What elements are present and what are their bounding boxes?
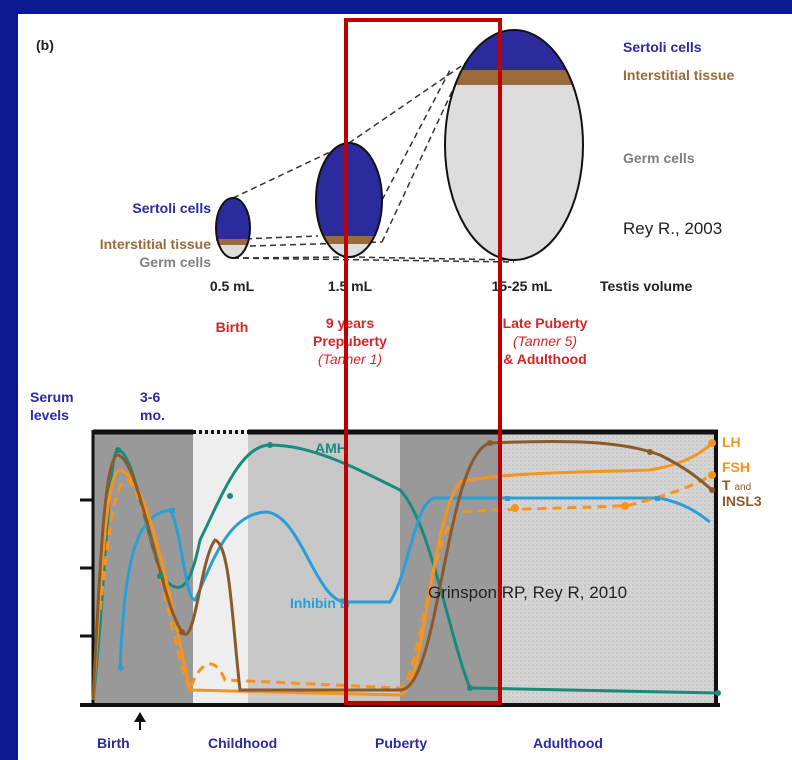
stage: (Tanner 1) <box>318 351 382 367</box>
volume: 1.5 mL <box>328 278 373 294</box>
label: Sertoli cells <box>623 39 702 55</box>
axis-label: levels <box>30 407 69 423</box>
label: Germ cells <box>139 254 211 270</box>
label: Germ cells <box>623 150 695 166</box>
citation: Grinspon RP, Rey R, 2010 <box>428 583 627 602</box>
label: Interstitial tissue <box>623 67 734 83</box>
curve-label: AMH <box>315 440 347 456</box>
figure-label: (b) <box>36 37 54 53</box>
curve-label: INSL3 <box>722 493 762 509</box>
curve-label: Inhibin B <box>290 595 350 611</box>
stage: Late Puberty <box>503 315 588 331</box>
age: mo. <box>140 407 165 423</box>
label: Interstitial tissue <box>100 236 211 252</box>
volume-label: Testis volume <box>600 278 693 294</box>
phase-label: Puberty <box>375 735 427 751</box>
stage: (Tanner 5) <box>513 333 577 349</box>
age: 3-6 <box>140 389 160 405</box>
citation: Rey R., 2003 <box>623 219 722 238</box>
axis-label: Serum <box>30 389 74 405</box>
stage: Prepuberty <box>313 333 387 349</box>
curve-label: FSH <box>722 459 750 475</box>
slide: (b) Sertoli cells Interstitial tissue Ge… <box>0 0 792 760</box>
label: Sertoli cells <box>132 200 211 216</box>
phase-label: Childhood <box>208 735 277 751</box>
curve-label: LH <box>722 434 741 450</box>
stage: & Adulthood <box>503 351 586 367</box>
page: (b) Sertoli cells Interstitial tissue Ge… <box>0 0 792 760</box>
phase-label: Birth <box>97 735 130 751</box>
stage: 9 years <box>326 315 374 331</box>
stage: Birth <box>216 319 249 335</box>
phase-label: Adulthood <box>533 735 603 751</box>
volume: 0.5 mL <box>210 278 255 294</box>
